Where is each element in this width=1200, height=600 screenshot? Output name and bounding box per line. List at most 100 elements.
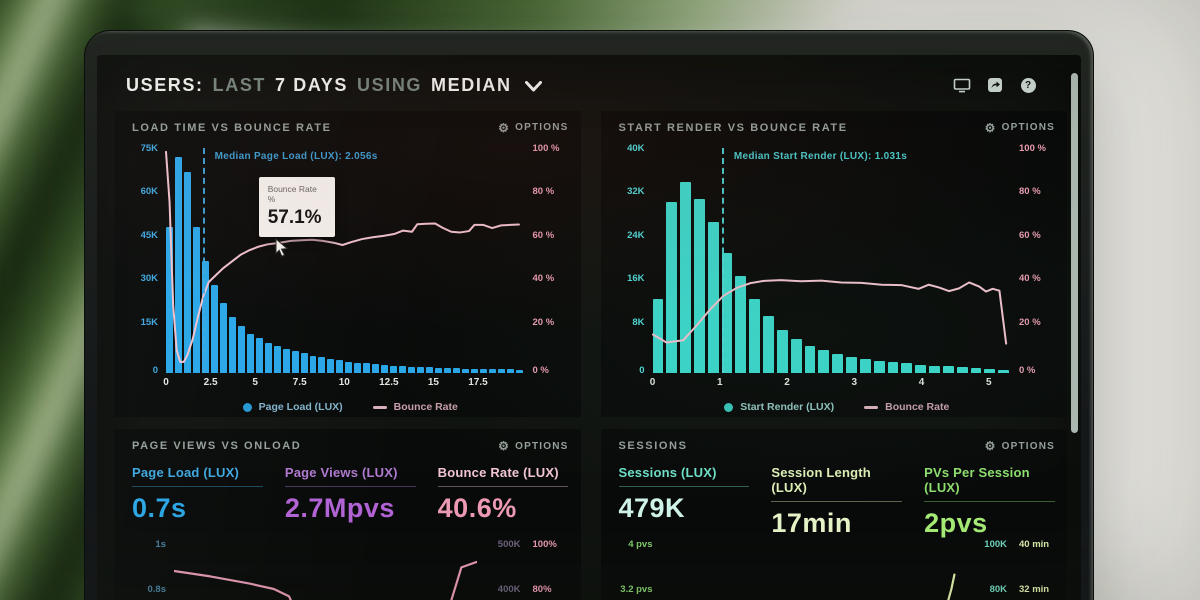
legend-label: Start Render (LUX)	[740, 401, 835, 414]
panel-title: PAGE VIEWS VS ONLOAD	[132, 440, 302, 452]
chart-legend: Start Render (LUX) Bounce Rate	[619, 397, 1056, 417]
header-toolbar: ?	[953, 77, 1051, 93]
panel-title: LOAD TIME VS BOUNCE RATE	[132, 121, 332, 134]
bar	[327, 358, 335, 374]
metric-divider	[284, 486, 416, 487]
bar	[444, 367, 451, 374]
tick-label: 3	[851, 377, 858, 389]
chevron-down-icon[interactable]	[524, 81, 542, 92]
legend-page-load[interactable]: Page Load (LUX)	[242, 401, 343, 413]
tooltip-value: 57.1%	[267, 207, 322, 229]
bar	[381, 364, 389, 374]
metric-label: PVs Per Session (LUX)	[924, 465, 1030, 495]
bar	[956, 367, 968, 374]
metric-divider	[437, 486, 569, 487]
scrollbar[interactable]	[1071, 73, 1078, 433]
bar	[210, 284, 218, 374]
title-last: LAST	[212, 75, 267, 95]
bar	[390, 365, 398, 374]
title-7days: 7 DAYS	[275, 75, 349, 95]
bar	[818, 350, 830, 374]
bar	[435, 367, 443, 374]
bar	[488, 369, 496, 374]
metric-page-load: Page Load (LUX) 0.7s	[132, 465, 263, 529]
tick-label: 16K	[627, 273, 645, 285]
bar	[873, 360, 885, 374]
bar	[174, 157, 182, 374]
tick-label: 10	[338, 377, 350, 389]
options-button[interactable]: ⚙ OPTIONS	[985, 440, 1055, 452]
line-marker	[372, 405, 387, 409]
bar	[832, 353, 844, 374]
median-label: Median Start Render (LUX): 1.031s	[733, 150, 908, 162]
y-axis-left: 75K 60K 45K 30K 15K 0	[132, 143, 166, 377]
bar	[859, 358, 871, 374]
legend-bounce-rate[interactable]: Bounce Rate	[864, 401, 949, 413]
bar	[219, 303, 227, 374]
tick-label: 17.5	[468, 377, 488, 389]
bar	[291, 351, 299, 374]
metric-label: Page Load (LUX)	[132, 465, 240, 480]
metric-label: Page Views (LUX)	[284, 465, 398, 480]
y-axis-left: 1s 0.8s	[132, 535, 174, 600]
bar	[282, 348, 290, 374]
histogram-plot: Median Start Render (LUX): 1.031s 0 1 2 3 4 5	[652, 145, 1010, 388]
dashboard-header: USERS: LAST 7 DAYS USING MEDIAN	[97, 55, 1081, 111]
legend-start-render[interactable]: Start Render (LUX)	[724, 401, 834, 413]
tick-label: 2.5	[203, 377, 218, 389]
page-load-bars	[166, 145, 523, 374]
tick-label: 80%	[532, 584, 552, 595]
bar	[453, 368, 460, 374]
tick-label: 0	[152, 365, 158, 377]
bar	[273, 345, 281, 374]
bar	[264, 342, 272, 374]
dot-marker	[724, 402, 734, 412]
median-line: Median Page Load (LUX): 2.056s	[202, 147, 377, 374]
metric-divider	[771, 501, 903, 502]
bar	[707, 221, 719, 374]
bar	[942, 366, 954, 374]
options-button[interactable]: ⚙ OPTIONS	[985, 122, 1055, 134]
help-icon[interactable]: ?	[1019, 77, 1037, 93]
gear-icon: ⚙	[498, 439, 511, 453]
tick-label: 0.8s	[147, 584, 167, 595]
tick-label: 60 %	[1019, 229, 1041, 241]
bar	[345, 361, 353, 374]
start-render-bars	[652, 145, 1009, 374]
options-label: OPTIONS	[1001, 440, 1055, 452]
sparkline-plot	[661, 535, 964, 600]
options-button[interactable]: ⚙ OPTIONS	[498, 439, 568, 453]
y-axis-left: 40K 32K 24K 16K 8K 0	[619, 143, 653, 376]
tick-label: 24K	[627, 229, 645, 241]
bar	[515, 369, 523, 374]
line-marker	[864, 405, 879, 409]
monitor-icon[interactable]	[953, 77, 971, 93]
options-label: OPTIONS	[515, 122, 569, 134]
bar	[901, 363, 913, 374]
legend-label: Bounce Rate	[393, 401, 458, 414]
y-axis-left: 4 pvs 3.2 pvs	[619, 535, 661, 600]
legend-bounce-rate[interactable]: Bounce Rate	[372, 401, 458, 414]
options-button[interactable]: ⚙ OPTIONS	[498, 120, 569, 135]
metric-divider	[132, 486, 263, 487]
bar	[417, 367, 425, 374]
x-axis: 0 2.5 5 7.5 10 12.5 15 17.5	[163, 377, 523, 393]
metric-label: Bounce Rate (LUX)	[437, 465, 559, 480]
histogram-plot: Median Page Load (LUX): 2.056s Bounce Ra…	[166, 145, 523, 388]
tick-label: 5	[986, 377, 992, 389]
laptop: USERS: LAST 7 DAYS USING MEDIAN	[84, 30, 1094, 600]
share-icon[interactable]	[986, 77, 1004, 93]
bar	[318, 357, 326, 374]
tick-label: 40 %	[1019, 273, 1041, 285]
sparkline-chart: 1s 0.8s 500K 100% 400K	[132, 535, 569, 600]
y-axis-right: 100 % 80 % 60 % 40 % 20 % 0 %	[1009, 143, 1055, 376]
bar	[666, 201, 678, 374]
tick-label: 0	[649, 377, 656, 389]
bar	[749, 298, 761, 374]
gear-icon: ⚙	[498, 120, 511, 135]
bar	[790, 338, 802, 374]
bar	[915, 364, 927, 374]
title-using: USING	[357, 75, 423, 95]
tooltip-label: Bounce Rate %	[267, 183, 317, 205]
tick-label: 100%	[532, 539, 557, 550]
